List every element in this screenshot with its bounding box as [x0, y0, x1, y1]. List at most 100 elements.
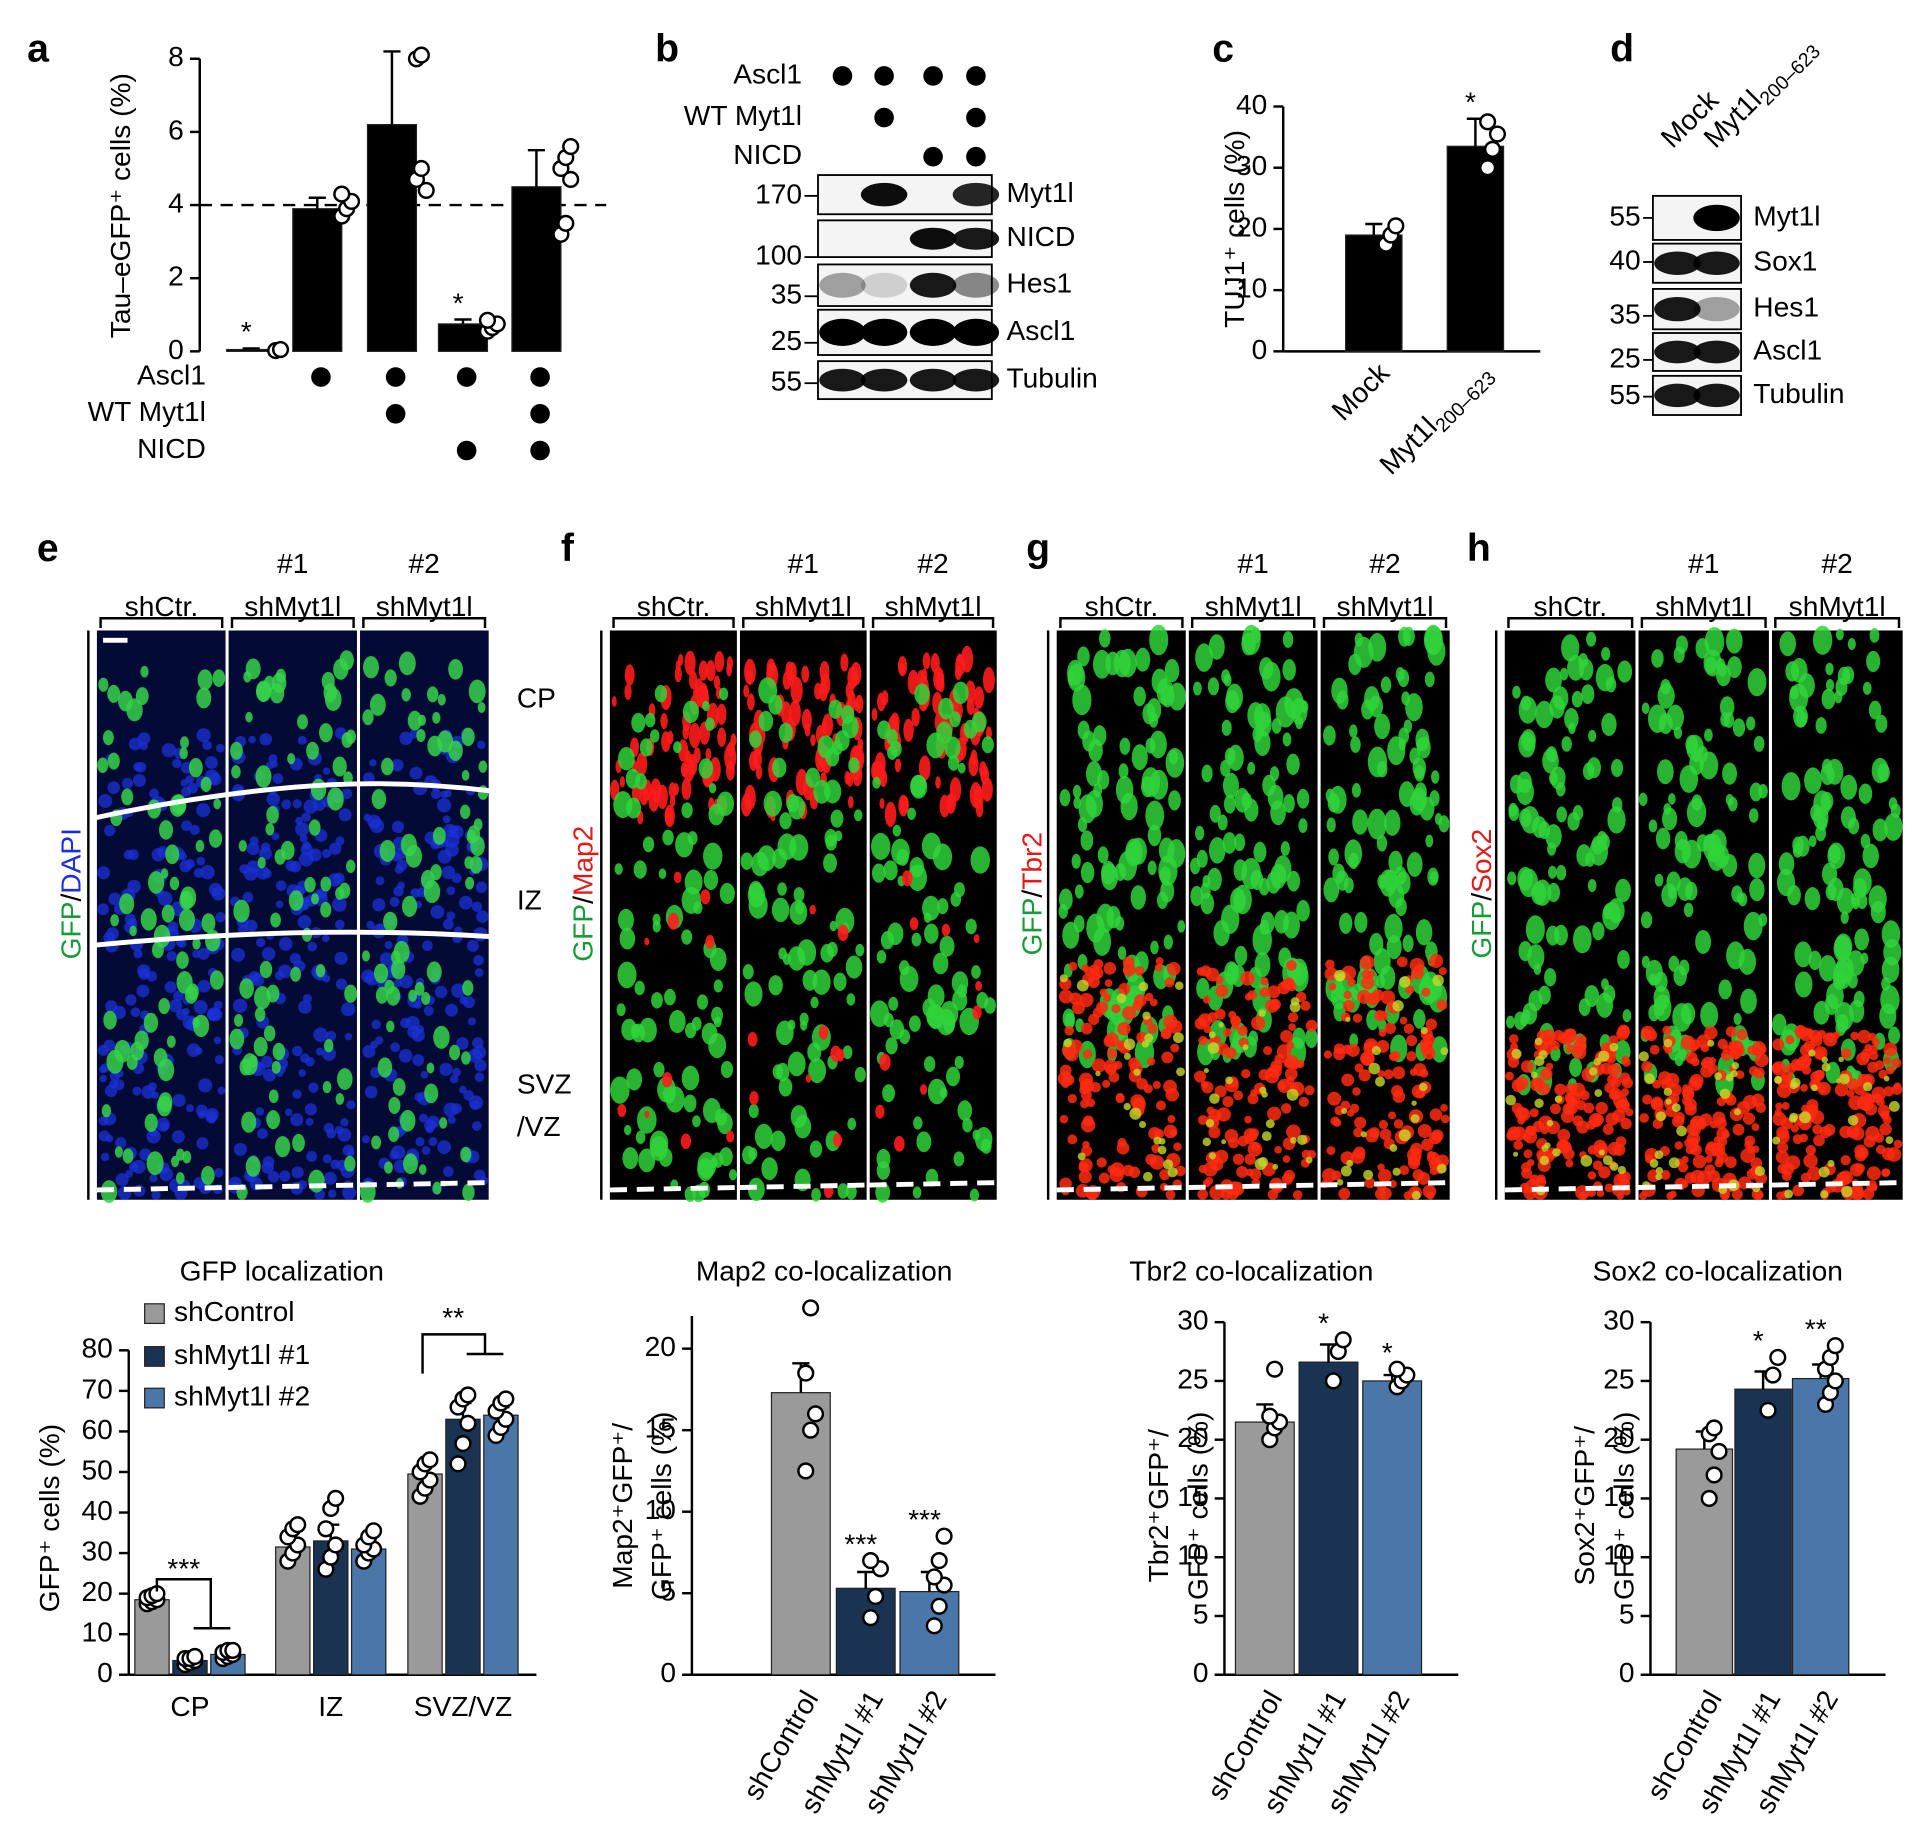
- cell: [617, 1003, 626, 1016]
- cell: [706, 660, 716, 681]
- data-point: [461, 1388, 476, 1403]
- cell: [1518, 732, 1535, 758]
- cell: [810, 1140, 822, 1157]
- cell: [1642, 1095, 1652, 1105]
- cell: [1173, 1142, 1182, 1151]
- cell: [1811, 1084, 1818, 1091]
- cell: [923, 652, 931, 669]
- cell: [612, 696, 617, 707]
- cell: [460, 1147, 471, 1162]
- cell: [285, 1109, 292, 1116]
- cell: [1822, 863, 1837, 886]
- cell: [681, 762, 688, 777]
- cell: [1581, 684, 1594, 704]
- cell: [741, 794, 751, 817]
- bar: [1792, 1379, 1848, 1675]
- cell: [1293, 1190, 1303, 1200]
- cell: [264, 1025, 275, 1041]
- cell: [1732, 1062, 1739, 1069]
- cell: [129, 1162, 138, 1171]
- column-label: shMyt1l: [1655, 591, 1752, 622]
- cell: [1772, 1039, 1784, 1051]
- cell: [231, 948, 245, 962]
- cell: [1716, 1156, 1724, 1164]
- bar: [293, 209, 342, 352]
- cell: [1512, 686, 1521, 699]
- cell: [1439, 967, 1447, 975]
- cell: [1400, 1017, 1408, 1025]
- cell: [705, 717, 715, 731]
- y-axis-label: Tau–eGFP⁺ cells (%): [105, 73, 136, 338]
- stain-other: Sox2: [1466, 829, 1497, 893]
- cell: [1572, 1045, 1586, 1059]
- cell: [610, 1076, 630, 1103]
- cell: [308, 1082, 318, 1092]
- cell: [1204, 1068, 1209, 1073]
- cell: [828, 700, 842, 719]
- cell: [1398, 669, 1409, 687]
- cell: [1841, 806, 1856, 828]
- cell: [1176, 1067, 1185, 1076]
- cell: [390, 897, 400, 907]
- cell: [946, 793, 956, 814]
- cell: [1353, 1013, 1362, 1022]
- cell: [888, 997, 898, 1011]
- cell: [1623, 1009, 1632, 1022]
- cell: [1863, 844, 1879, 869]
- cell: [1654, 995, 1672, 1022]
- cell: [895, 759, 901, 773]
- cell: [1197, 1189, 1208, 1200]
- cell: [1617, 1028, 1626, 1037]
- cell: [702, 701, 710, 712]
- cell: [1225, 748, 1236, 765]
- cell: [124, 850, 134, 860]
- data-point: [480, 313, 495, 328]
- cell: [1579, 659, 1593, 681]
- cell: [1096, 1001, 1108, 1013]
- cell: [346, 730, 356, 744]
- cell: [1155, 964, 1163, 972]
- cell: [1556, 782, 1566, 796]
- cell: [1223, 1028, 1232, 1037]
- cell: [1203, 1162, 1218, 1177]
- cell: [343, 1145, 355, 1157]
- cell: [758, 711, 773, 732]
- cell: [1595, 1102, 1607, 1114]
- cell: [1655, 1150, 1664, 1159]
- cell: [1684, 903, 1694, 917]
- cell: [1726, 1026, 1737, 1037]
- stain-label: GFP/DAPI: [56, 828, 87, 959]
- data-point: [290, 1517, 305, 1532]
- cell: [801, 666, 809, 683]
- cell: [1515, 1076, 1529, 1090]
- cell: [1142, 1012, 1150, 1020]
- cell: [1250, 1089, 1257, 1096]
- data-point: [1267, 1362, 1282, 1377]
- cell: [172, 1130, 185, 1143]
- y-tick-label: 30: [1177, 1305, 1208, 1336]
- cell: [1222, 1096, 1233, 1107]
- cell: [1227, 963, 1239, 981]
- cell: [196, 803, 210, 817]
- cell: [1241, 858, 1261, 889]
- cell: [659, 1148, 673, 1167]
- cell: [462, 980, 473, 996]
- cell: [1395, 898, 1406, 916]
- cell: [971, 846, 990, 873]
- cell: [469, 680, 486, 704]
- cell: [678, 654, 683, 666]
- cell: [1519, 696, 1537, 723]
- cell: [1650, 1159, 1659, 1168]
- cell: [957, 653, 962, 665]
- condition-label: WT Myt1l: [684, 100, 802, 131]
- cell: [1327, 1092, 1341, 1106]
- cell: [254, 1037, 268, 1057]
- cell: [1159, 1138, 1166, 1145]
- cell: [311, 779, 326, 801]
- y-tick-label: 5: [1619, 1598, 1635, 1629]
- cell: [1749, 808, 1759, 822]
- chart-title: Tbr2 co-localization: [1129, 1256, 1373, 1287]
- blot-band: [819, 319, 866, 346]
- cell: [882, 1084, 895, 1102]
- cell: [1534, 1056, 1544, 1066]
